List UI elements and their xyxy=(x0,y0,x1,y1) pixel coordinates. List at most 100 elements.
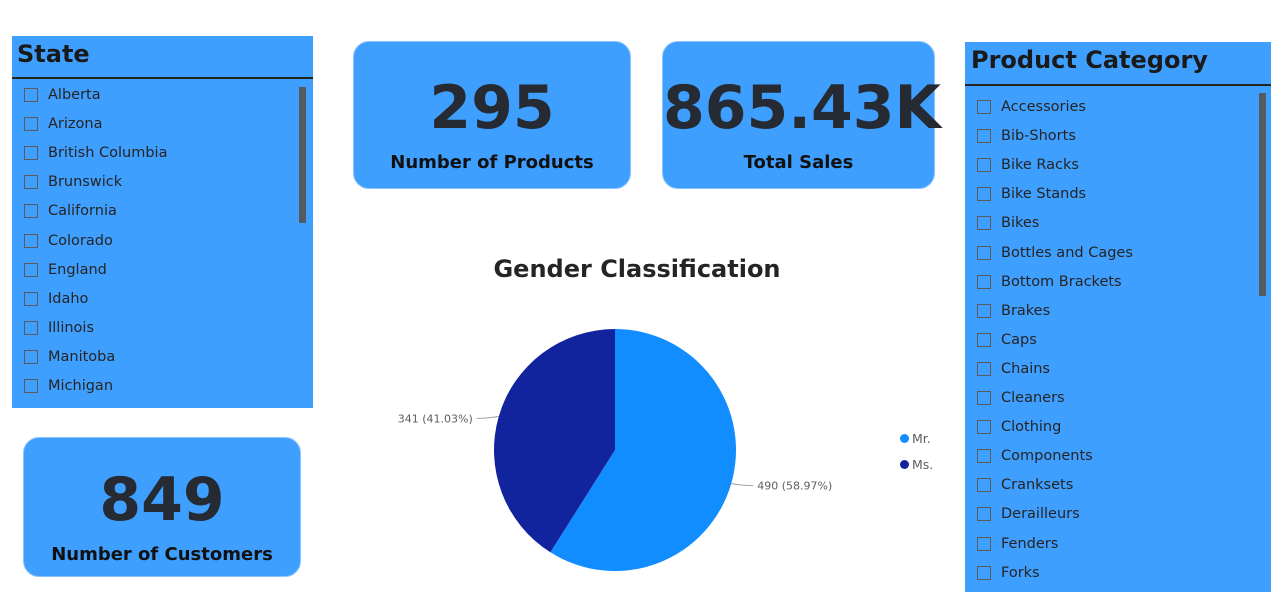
product-category-item[interactable]: Brakes xyxy=(977,300,1050,322)
state-item-label: Brunswick xyxy=(48,174,123,191)
state-item-label: Michigan xyxy=(48,378,114,394)
product-category-item[interactable]: Bottom Brackets xyxy=(977,271,1122,293)
total-sales-value: 865.43K xyxy=(663,73,942,143)
product-category-item[interactable]: Fenders xyxy=(977,533,1058,555)
checkbox[interactable] xyxy=(977,158,991,173)
data-label-leader xyxy=(731,483,754,487)
product-category-item-label: Bib-Shorts xyxy=(1001,128,1076,145)
checkbox[interactable] xyxy=(24,320,38,335)
total-sales-card: 865.43K Total Sales xyxy=(662,41,942,189)
product-category-item[interactable]: Bike Racks xyxy=(977,154,1079,176)
state-item-label: Colorado xyxy=(48,232,113,249)
number-of-customers-label: Number of Customers xyxy=(51,544,273,565)
number-of-products-label: Number of Products xyxy=(390,152,594,173)
product-category-item[interactable]: Caps xyxy=(977,329,1037,351)
state-item-label: Arizona xyxy=(48,116,103,133)
product-category-item[interactable]: Bike Stands xyxy=(977,183,1086,205)
pie-slice-ms[interactable] xyxy=(494,329,615,553)
checkbox[interactable] xyxy=(24,146,38,161)
checkbox[interactable] xyxy=(977,507,991,522)
product-category-item-label: Bikes xyxy=(1001,215,1040,232)
number-of-products-value: 295 xyxy=(429,73,555,143)
checkbox[interactable] xyxy=(977,565,991,580)
product-category-slicer-title: Product Category xyxy=(965,42,1271,86)
state-item[interactable]: England xyxy=(24,259,107,281)
checkbox[interactable] xyxy=(24,349,38,364)
product-category-item[interactable]: Bottles and Cages xyxy=(977,242,1133,264)
state-item[interactable]: British Columbia xyxy=(24,142,167,164)
checkbox[interactable] xyxy=(977,245,991,260)
product-category-item-label: Clothing xyxy=(1001,419,1062,436)
checkbox[interactable] xyxy=(24,291,38,306)
state-item[interactable]: Brunswick xyxy=(24,171,122,193)
state-item[interactable]: Arizona xyxy=(24,113,102,135)
checkbox[interactable] xyxy=(977,420,991,435)
total-sales-label: Total Sales xyxy=(743,152,854,173)
product-category-item-label: Accessories xyxy=(1001,99,1086,115)
checkbox[interactable] xyxy=(977,478,991,493)
state-slicer-scrollbar[interactable] xyxy=(299,87,306,223)
data-label: 490 (58.97%) xyxy=(757,480,832,493)
checkbox[interactable] xyxy=(24,233,38,248)
product-category-item[interactable]: Clothing xyxy=(977,416,1061,438)
legend-marker xyxy=(900,460,909,469)
checkbox[interactable] xyxy=(977,274,991,289)
checkbox[interactable] xyxy=(977,303,991,318)
product-category-item[interactable]: Cranksets xyxy=(977,474,1073,496)
checkbox[interactable] xyxy=(24,88,38,102)
state-item-label: Idaho xyxy=(48,290,89,307)
state-item[interactable]: Michigan xyxy=(24,375,113,397)
legend-label: Ms. xyxy=(912,457,934,472)
product-category-slicer: Product Category Accessories Bib-Shorts Bi… xyxy=(965,42,1271,592)
product-category-item-label: Cranksets xyxy=(1001,477,1074,494)
data-label-leader xyxy=(476,415,499,419)
state-slicer-title: State xyxy=(12,36,313,79)
state-item[interactable]: Alberta xyxy=(24,84,101,106)
checkbox[interactable] xyxy=(977,536,991,551)
checkbox[interactable] xyxy=(977,449,991,464)
checkbox[interactable] xyxy=(977,361,991,376)
checkbox[interactable] xyxy=(977,100,991,114)
legend-marker xyxy=(900,434,909,443)
checkbox[interactable] xyxy=(977,332,991,347)
product-category-item[interactable]: Forks xyxy=(977,562,1040,584)
checkbox[interactable] xyxy=(24,262,38,277)
product-category-item-label: Bottom Brackets xyxy=(1001,273,1122,290)
chart-title: Gender Classification xyxy=(493,255,780,283)
state-item[interactable]: Manitoba xyxy=(24,346,115,368)
checkbox[interactable] xyxy=(24,204,38,219)
legend-label: Mr. xyxy=(912,431,931,446)
checkbox[interactable] xyxy=(977,129,991,144)
checkbox[interactable] xyxy=(24,175,38,190)
product-category-item[interactable]: Components xyxy=(977,445,1093,467)
number-of-customers-value: 849 xyxy=(99,465,225,535)
state-item-label: Manitoba xyxy=(48,348,116,365)
legend-item-ms[interactable]: Ms. xyxy=(900,457,933,472)
product-category-item[interactable]: Cleaners xyxy=(977,387,1065,409)
legend-item-mr[interactable]: Mr. xyxy=(900,431,931,446)
pie-slice-mr[interactable] xyxy=(550,329,736,571)
state-item[interactable]: Idaho xyxy=(24,288,88,310)
product-category-item[interactable]: Bikes xyxy=(977,212,1039,234)
state-item-label: England xyxy=(48,261,107,278)
state-item-label: British Columbia xyxy=(48,145,168,162)
product-category-item-label: Components xyxy=(1001,448,1093,465)
state-item[interactable]: Colorado xyxy=(24,230,113,252)
product-category-item[interactable]: Bib-Shorts xyxy=(977,125,1076,147)
product-category-item-label: Bike Racks xyxy=(1001,157,1079,174)
product-category-item[interactable]: Derailleurs xyxy=(977,503,1080,525)
state-item[interactable]: California xyxy=(24,200,117,222)
checkbox[interactable] xyxy=(977,391,991,405)
checkbox[interactable] xyxy=(977,216,991,231)
checkbox[interactable] xyxy=(24,379,38,393)
state-item[interactable]: Illinois xyxy=(24,317,94,339)
product-category-item-label: Fenders xyxy=(1001,535,1059,552)
checkbox[interactable] xyxy=(24,117,38,132)
product-category-item[interactable]: Accessories xyxy=(977,96,1086,118)
product-category-slicer-scrollbar[interactable] xyxy=(1259,93,1266,296)
checkbox[interactable] xyxy=(977,187,991,202)
product-category-item-label: Caps xyxy=(1001,331,1037,348)
number-of-customers-card: 849 Number of Customers xyxy=(23,437,301,577)
product-category-item-label: Chains xyxy=(1001,360,1050,377)
product-category-item[interactable]: Chains xyxy=(977,358,1050,380)
